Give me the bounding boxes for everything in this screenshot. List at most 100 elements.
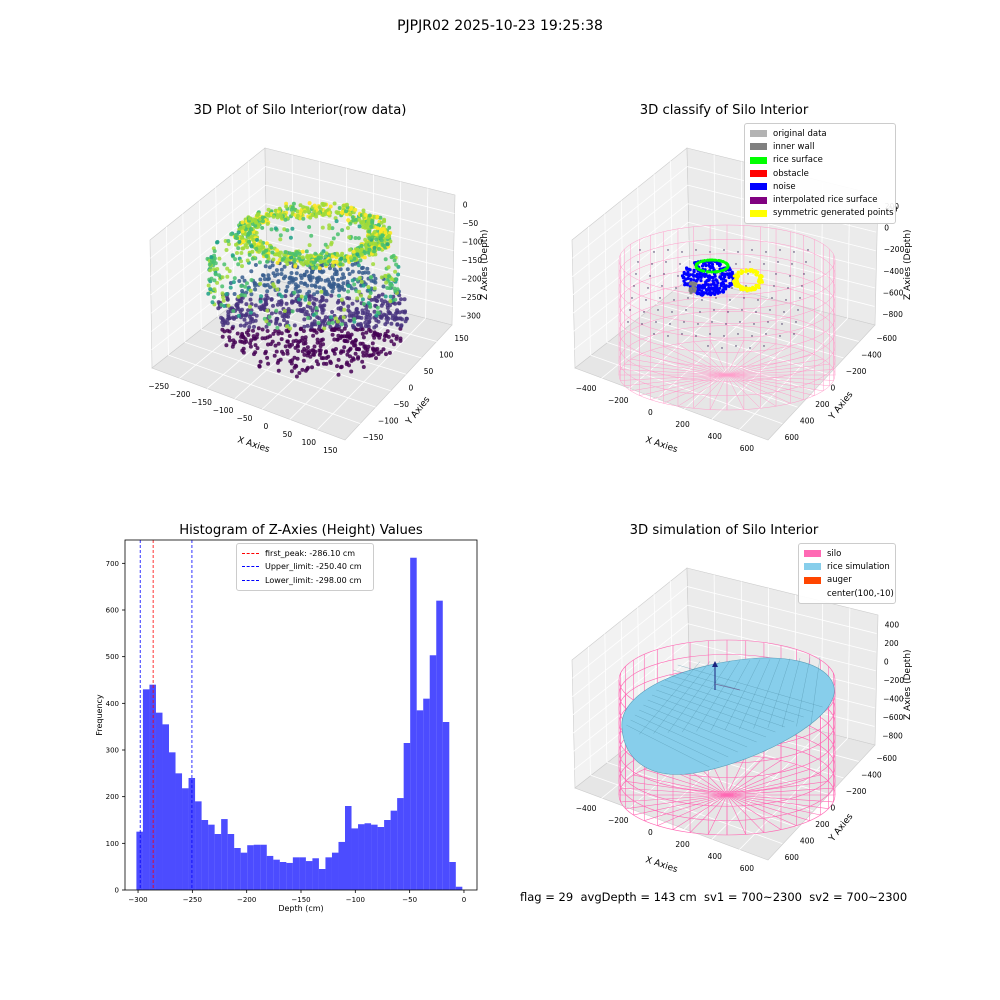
noise-point xyxy=(710,291,714,295)
interpolated-point xyxy=(709,333,711,335)
interpolated-point xyxy=(743,297,745,299)
noise-point xyxy=(706,283,711,287)
legend-label: auger xyxy=(827,575,852,586)
z-tick-label: −250 xyxy=(461,293,482,302)
noise-point xyxy=(686,273,690,277)
silo-spoke xyxy=(633,774,728,796)
y-tick-label: 500 xyxy=(106,653,119,661)
z-tick-label: −150 xyxy=(462,256,483,265)
x-tick-label: 200 xyxy=(675,420,690,429)
mesh-line xyxy=(639,661,701,735)
y-tick-label: −400 xyxy=(861,771,882,780)
noise-point xyxy=(716,281,720,285)
silo-spoke xyxy=(639,354,728,376)
noise-point xyxy=(704,291,708,295)
noise-point xyxy=(692,270,696,274)
grid-line xyxy=(656,297,769,400)
silo-spoke xyxy=(650,374,728,400)
raw-xlabel: X Axies xyxy=(236,435,271,455)
noise-point xyxy=(681,276,685,280)
grid-line xyxy=(215,187,219,317)
legend-swatch xyxy=(750,130,767,138)
silo-spoke xyxy=(709,340,728,376)
interpolated-point xyxy=(785,299,787,301)
silo-spoke xyxy=(707,794,728,835)
grid-line xyxy=(166,226,169,356)
silo-spoke xyxy=(620,787,728,796)
interpolated-point xyxy=(757,299,759,301)
silo-spoke xyxy=(726,764,797,796)
interpolated-point xyxy=(627,321,629,323)
interpolated-point xyxy=(679,263,681,265)
silo-spoke xyxy=(726,755,747,796)
histogram-bar xyxy=(351,828,359,890)
silo-spoke xyxy=(726,374,791,404)
interpolated-point xyxy=(715,297,717,299)
interpolated-point xyxy=(695,249,697,251)
noise-point xyxy=(718,275,722,279)
legend-swatch xyxy=(804,576,821,584)
interpolated-point xyxy=(655,321,657,323)
y-tick-label: 300 xyxy=(106,747,119,755)
x-tick-label: 400 xyxy=(708,852,723,861)
legend-item: symmetric generated points xyxy=(750,207,894,220)
histogram-bar xyxy=(358,824,365,890)
interpolated-point xyxy=(775,273,777,275)
interpolated-point xyxy=(681,333,683,335)
interpolated-point xyxy=(803,273,805,275)
x-tick-label: 50 xyxy=(283,430,293,439)
interpolated-point xyxy=(723,249,725,251)
y-tick-label: 50 xyxy=(424,367,434,376)
grid-line xyxy=(184,341,376,408)
histogram-chart: −300 −250 −200 −150 −100 −50 0 0 100 200 300 400 50… xyxy=(95,539,478,913)
noise-point xyxy=(711,266,715,270)
x-tick-label: 0 xyxy=(264,422,269,431)
interpolated-point xyxy=(629,309,631,311)
symmetric-point xyxy=(748,268,752,271)
silo-spoke xyxy=(726,794,765,833)
silo-spoke xyxy=(726,787,834,796)
mesh-line xyxy=(724,659,761,731)
noise-point xyxy=(700,289,704,293)
grid-line xyxy=(687,623,876,672)
classify-zlabel: Z Axies (Depth) xyxy=(903,229,913,300)
grid-line xyxy=(604,213,608,343)
grid-line xyxy=(847,608,851,739)
interpolated-point xyxy=(659,297,661,299)
x-tick-label: −200 xyxy=(608,396,629,405)
z-tick-label: −100 xyxy=(462,237,483,246)
interpolated-point xyxy=(667,249,669,251)
silo-spoke xyxy=(624,374,728,387)
grid-line xyxy=(713,154,716,285)
symmetric-point xyxy=(735,282,739,286)
grid-line xyxy=(234,303,422,359)
grid-line xyxy=(687,604,877,653)
interpolated-point xyxy=(677,275,679,277)
x-tick-label: −100 xyxy=(213,406,234,415)
noise-point xyxy=(721,289,725,293)
symmetric-point xyxy=(741,288,745,292)
histogram-bar xyxy=(253,844,261,890)
rice-surface-point xyxy=(698,260,702,264)
legend-item: obstacle xyxy=(750,167,890,180)
noise-point xyxy=(707,277,711,281)
rice-surface-point xyxy=(701,259,705,263)
y-tick-label: −100 xyxy=(378,416,399,425)
interpolated-point xyxy=(739,321,741,323)
legend-swatch xyxy=(750,196,767,204)
mesh-line xyxy=(753,658,781,729)
grid-line xyxy=(179,284,294,379)
legend-swatch xyxy=(804,550,821,558)
noise-point xyxy=(725,272,729,276)
rice-surface-point xyxy=(721,268,725,272)
mesh-line xyxy=(667,660,721,733)
silo-spoke xyxy=(726,354,815,376)
symmetric-point xyxy=(760,279,764,283)
x-tick-label: −200 xyxy=(170,390,191,399)
noise-point xyxy=(727,275,731,280)
interpolated-point xyxy=(765,333,767,335)
silo-spoke xyxy=(726,374,815,396)
interpolated-point xyxy=(635,273,637,275)
y-tick-label: 200 xyxy=(815,400,830,409)
grid-line xyxy=(588,646,591,776)
